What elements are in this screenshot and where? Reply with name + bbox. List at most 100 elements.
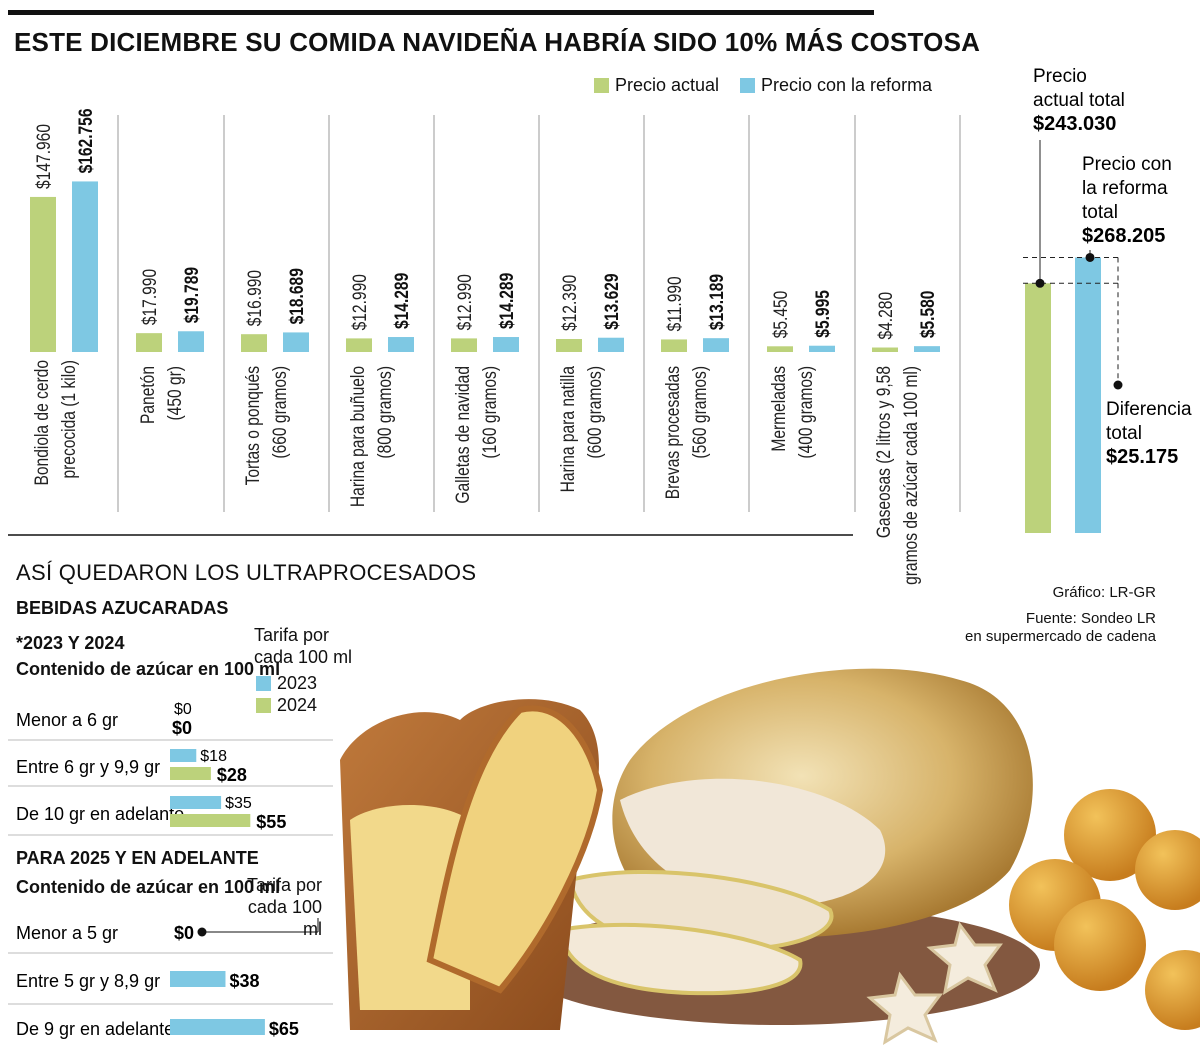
bar-reforma-5 (598, 337, 624, 352)
bar-actual-2 (241, 334, 267, 352)
bar-2025 (170, 1019, 265, 1035)
tariff-row-label: Menor a 6 gr (16, 710, 118, 730)
value-2024: $28 (217, 765, 247, 785)
bar-reforma-6 (703, 338, 729, 352)
value-label-actual-7: $5.450 (770, 291, 792, 339)
bar-actual-1 (136, 333, 162, 352)
category-label-3: (800 gramos) (374, 366, 396, 459)
tariff2-row-label: Menor a 5 gr (16, 923, 118, 943)
legend-actual: Precio actual (594, 75, 719, 96)
credit-fuente: Fuente: Sondeo LR (1025, 610, 1156, 627)
tariff-legend: 2023 2024 (256, 672, 317, 716)
bar-actual-7 (767, 346, 793, 352)
value-label-actual-5: $12.390 (559, 275, 581, 331)
period-2: PARA 2025 Y EN ADELANTE (16, 848, 259, 868)
category-label-3: Harina para buñuelo (347, 366, 369, 507)
cookie-shape-1 (926, 921, 1003, 996)
bar-2024 (170, 767, 211, 780)
bar-actual-5 (556, 339, 582, 352)
tarifa2-line-1: Tarifa por (246, 875, 322, 895)
legend-reforma-label: Precio con la reforma (761, 75, 933, 95)
total-bar-reforma (1075, 257, 1101, 533)
value-label-actual-6: $11.990 (664, 276, 686, 331)
content-label-1: Contenido de azúcar en 100 ml (16, 659, 281, 679)
bunuelo-shape-4 (1135, 830, 1200, 910)
total-dot-diff (1113, 380, 1123, 390)
credit-fuente-2: en supermercado de cadena (965, 628, 1156, 645)
total-bar-actual (1025, 283, 1051, 533)
value-label-reforma-0: $162.756 (75, 108, 97, 173)
value-label-actual-4: $12.990 (454, 274, 476, 330)
legend-actual-swatch (594, 78, 609, 93)
category-label-0: Bondiola de cerdo (31, 360, 53, 485)
total-reforma-line: la reforma (1082, 178, 1168, 199)
category-label-7: Mermeladas (768, 366, 790, 452)
legend-actual-label: Precio actual (615, 75, 720, 95)
paneton-slice (426, 705, 604, 994)
total-diff-line: Diferencia (1106, 399, 1192, 420)
tariff-legend-2024-label: 2024 (277, 695, 318, 715)
category-label-1: Panetón (137, 366, 159, 424)
tariff-legend-2024: 2024 (256, 694, 317, 716)
value-label-reforma-6: $13.189 (706, 274, 728, 331)
bar-reforma-2 (283, 332, 309, 352)
total-actual-value: $243.030 (1033, 113, 1116, 135)
value-2023: $0 (174, 701, 192, 718)
bar-reforma-7 (809, 345, 835, 352)
ultra-heading: ASÍ QUEDARON LOS ULTRAPROCESADOS (16, 560, 477, 585)
category-label-2: (660 gramos) (269, 366, 291, 459)
legend-reforma-swatch (740, 78, 755, 93)
bar-reforma-8 (914, 346, 940, 352)
page-title: ESTE DICIEMBRE SU COMIDA NAVIDEÑA HABRÍA… (14, 27, 981, 57)
bar-2025 (170, 971, 226, 987)
tariff-legend-2023-label: 2023 (277, 673, 318, 693)
bar-2023 (170, 749, 197, 762)
bar-reforma-0 (72, 181, 98, 352)
value-label-reforma-4: $14.289 (496, 272, 518, 329)
value-label-actual-2: $16.990 (244, 270, 266, 326)
value-label-reforma-3: $14.289 (391, 272, 413, 329)
credit-grafico: Gráfico: LR-GR (1052, 584, 1156, 601)
category-label-8: Gaseosas (2 litros y 9,58 (873, 366, 895, 538)
bar-reforma-3 (388, 337, 414, 352)
bar-actual-0 (30, 196, 56, 352)
cookie-shape-2 (866, 971, 943, 1046)
tarifa-label-2: Tarifa por cada 100 ml (236, 874, 322, 940)
tariff-legend-2023: 2023 (256, 672, 317, 694)
bar-actual-4 (451, 338, 477, 352)
bunuelo-shape-1 (1064, 789, 1156, 881)
value-label-actual-1: $17.990 (139, 269, 161, 325)
swatch-2023 (256, 676, 271, 691)
bar-2024 (170, 814, 251, 827)
tariff-row-label: De 10 gr en adelante (16, 804, 184, 824)
legend-reforma: Precio con la reforma (740, 75, 932, 96)
content-label-2: Contenido de azúcar en 100 ml (16, 877, 281, 897)
total-reforma-line: Precio con (1082, 154, 1172, 175)
value-label-reforma-5: $13.629 (601, 273, 623, 330)
category-label-2: Tortas o ponqués (242, 366, 264, 486)
tarifa2-line-2: cada 100 ml (247, 897, 322, 939)
total-diff-value: $25.175 (1106, 446, 1178, 468)
bunuelo-shape-5 (1145, 950, 1200, 1030)
value-label-actual-3: $12.990 (349, 274, 371, 330)
value-label-reforma-7: $5.995 (812, 290, 834, 338)
bar-actual-8 (872, 347, 898, 352)
category-label-4: (160 gramos) (479, 366, 501, 459)
value-label-reforma-2: $18.689 (286, 268, 308, 325)
value-label-reforma-1: $19.789 (181, 267, 203, 324)
value-2024: $55 (256, 812, 286, 832)
category-label-8: gramos de azúcar cada 100 ml) (900, 366, 922, 585)
bar-reforma-4 (493, 337, 519, 352)
tarifa-line-2: cada 100 ml (254, 647, 353, 667)
category-label-1: (450 gr) (164, 366, 186, 421)
top-rule (8, 10, 874, 15)
total-reforma-line: total (1082, 202, 1118, 223)
tariff-row-label: Entre 6 gr y 9,9 gr (16, 757, 160, 777)
category-label-4: Galletas de navidad (452, 366, 474, 504)
period-1: *2023 Y 2024 (16, 633, 125, 653)
total-actual-line: actual total (1033, 90, 1125, 111)
bunuelo-shape-3 (1054, 899, 1146, 991)
bar-actual-3 (346, 338, 372, 352)
